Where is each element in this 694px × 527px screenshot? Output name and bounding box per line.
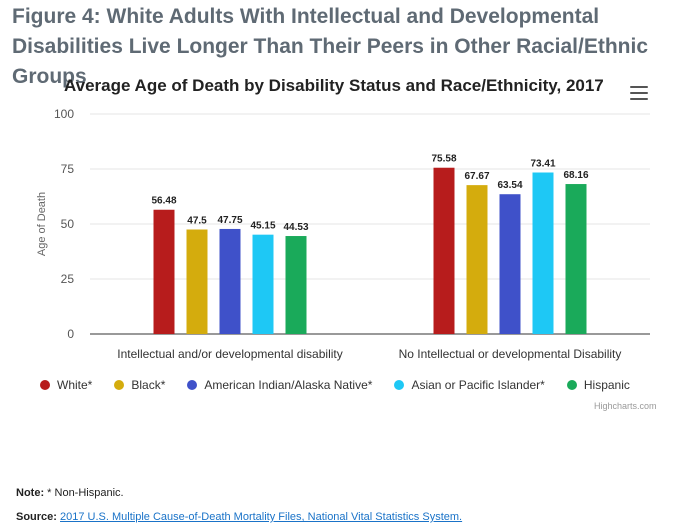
bar bbox=[433, 167, 455, 334]
bar bbox=[285, 236, 307, 334]
note: Note: * Non-Hispanic. bbox=[16, 487, 124, 499]
y-tick-label: 100 bbox=[54, 107, 74, 121]
legend-label: American Indian/Alaska Native* bbox=[204, 378, 373, 392]
legend-label: Asian or Pacific Islander* bbox=[411, 378, 545, 392]
data-label: 44.53 bbox=[283, 222, 308, 233]
bar bbox=[499, 194, 521, 334]
figure-title: Figure 4: White Adults With Intellectual… bbox=[12, 5, 648, 88]
data-label: 68.16 bbox=[563, 170, 588, 181]
legend-item[interactable]: American Indian/Alaska Native* bbox=[187, 378, 372, 392]
legend-item[interactable]: Black* bbox=[114, 378, 165, 392]
data-label: 56.48 bbox=[151, 196, 176, 207]
data-label: 63.54 bbox=[497, 180, 522, 191]
bar bbox=[219, 228, 241, 334]
x-category-label: No Intellectual or developmental Disabil… bbox=[399, 347, 622, 361]
note-label: Note: bbox=[16, 487, 45, 499]
bar bbox=[252, 234, 274, 334]
chart-credits[interactable]: Highcharts.com bbox=[594, 401, 657, 411]
x-category-label: Intellectual and/or developmental disabi… bbox=[117, 347, 342, 361]
bar-chart: 0 25 50 75 100 Age of Death 56.48 47.5 47.75 45.1… bbox=[36, 107, 650, 361]
note-text: * Non-Hispanic. bbox=[44, 487, 124, 499]
data-label: 73.41 bbox=[530, 158, 555, 169]
legend-marker bbox=[394, 380, 405, 390]
source-label: Source: bbox=[16, 511, 57, 523]
chart-title: Average Age of Death by Disability Statu… bbox=[64, 76, 604, 95]
bar bbox=[532, 172, 554, 334]
data-label: 47.75 bbox=[217, 215, 242, 226]
data-label: 45.15 bbox=[250, 221, 275, 232]
bar bbox=[466, 185, 488, 334]
data-label: 67.67 bbox=[464, 171, 489, 182]
data-label: 47.5 bbox=[187, 216, 207, 227]
y-tick-label: 0 bbox=[67, 327, 74, 341]
legend-label: White* bbox=[57, 378, 93, 392]
bar bbox=[186, 229, 208, 334]
legend-item[interactable]: Asian or Pacific Islander* bbox=[394, 378, 545, 392]
hamburger-menu-icon[interactable] bbox=[630, 86, 648, 100]
legend-marker bbox=[40, 380, 50, 390]
bar bbox=[565, 184, 587, 334]
y-axis-label: Age of Death bbox=[36, 192, 48, 256]
legend-label: Hispanic bbox=[583, 378, 630, 392]
legend-marker bbox=[566, 380, 577, 390]
y-tick-label: 25 bbox=[61, 272, 75, 286]
legend-marker bbox=[187, 380, 198, 390]
y-tick-label: 50 bbox=[61, 217, 75, 231]
chart-legend: White* Black* American Indian/Alaska Nativ… bbox=[40, 377, 652, 393]
data-label: 75.58 bbox=[431, 154, 456, 165]
legend-item[interactable]: White* bbox=[40, 378, 92, 392]
source: Source: 2017 U.S. Multiple Cause-of-Deat… bbox=[16, 511, 462, 523]
source-link[interactable]: 2017 U.S. Multiple Cause-of-Death Mortal… bbox=[60, 511, 463, 523]
legend-marker bbox=[114, 380, 125, 390]
bar bbox=[153, 209, 175, 334]
legend-label: Black* bbox=[131, 378, 166, 392]
legend-item[interactable]: Hispanic bbox=[566, 378, 630, 392]
y-tick-label: 75 bbox=[61, 162, 75, 176]
